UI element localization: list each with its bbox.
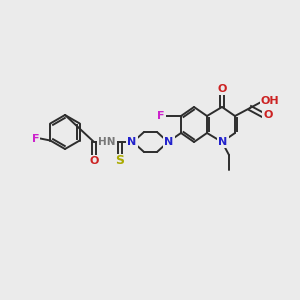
Text: O: O: [89, 156, 99, 166]
Text: OH: OH: [261, 96, 279, 106]
Text: O: O: [263, 110, 273, 120]
Text: F: F: [157, 111, 165, 121]
Text: N: N: [218, 137, 228, 147]
Text: N: N: [128, 137, 136, 147]
Text: N: N: [164, 137, 174, 147]
Text: F: F: [32, 134, 39, 143]
Text: HN: HN: [98, 137, 116, 147]
Text: S: S: [116, 154, 124, 167]
Text: O: O: [217, 84, 227, 94]
